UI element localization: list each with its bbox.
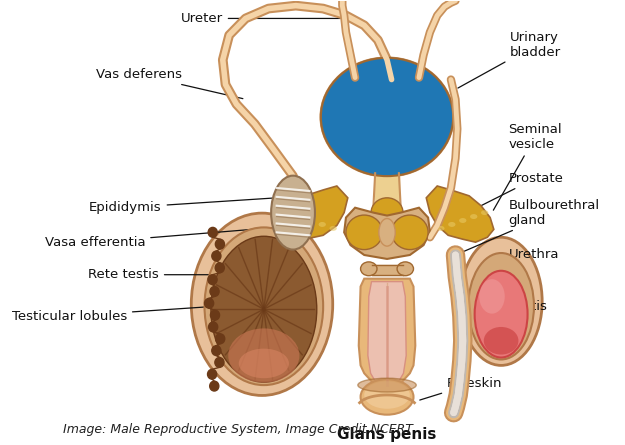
- Ellipse shape: [474, 271, 528, 357]
- Ellipse shape: [361, 379, 414, 415]
- Ellipse shape: [204, 227, 323, 385]
- Ellipse shape: [228, 328, 299, 383]
- Polygon shape: [426, 186, 494, 242]
- Polygon shape: [275, 186, 348, 242]
- Circle shape: [210, 287, 219, 296]
- Ellipse shape: [460, 237, 542, 365]
- Ellipse shape: [397, 262, 414, 276]
- Text: Urethra: Urethra: [464, 248, 559, 324]
- Text: Seminal
vesicle: Seminal vesicle: [493, 123, 562, 210]
- Text: Image: Male Reproductive System, Image Credit NCERT: Image: Male Reproductive System, Image C…: [63, 423, 413, 437]
- Ellipse shape: [334, 70, 439, 164]
- Ellipse shape: [286, 210, 293, 215]
- Ellipse shape: [321, 58, 453, 176]
- Ellipse shape: [392, 215, 428, 250]
- Text: Vasa efferentia: Vasa efferentia: [44, 228, 274, 249]
- Ellipse shape: [479, 279, 505, 314]
- Ellipse shape: [361, 262, 377, 276]
- Text: Prostate: Prostate: [431, 172, 563, 231]
- Ellipse shape: [329, 226, 337, 231]
- Circle shape: [212, 251, 221, 261]
- Ellipse shape: [371, 198, 403, 227]
- Circle shape: [210, 381, 219, 391]
- Ellipse shape: [481, 210, 488, 215]
- Circle shape: [208, 275, 217, 284]
- Polygon shape: [368, 282, 406, 385]
- Ellipse shape: [364, 381, 410, 409]
- Ellipse shape: [358, 378, 416, 392]
- Circle shape: [208, 369, 217, 379]
- Ellipse shape: [468, 253, 534, 360]
- Ellipse shape: [459, 218, 466, 223]
- Ellipse shape: [470, 214, 478, 219]
- Ellipse shape: [484, 327, 519, 355]
- Ellipse shape: [346, 215, 382, 250]
- Circle shape: [209, 322, 217, 332]
- Ellipse shape: [211, 236, 317, 382]
- Ellipse shape: [321, 58, 453, 176]
- Circle shape: [208, 227, 217, 237]
- Circle shape: [216, 334, 225, 344]
- Ellipse shape: [239, 348, 289, 378]
- Circle shape: [215, 263, 224, 273]
- Polygon shape: [359, 279, 416, 387]
- Ellipse shape: [271, 176, 315, 250]
- Ellipse shape: [297, 214, 304, 219]
- Text: Rete testis: Rete testis: [88, 268, 234, 281]
- Text: Bulbourethral
gland: Bulbourethral gland: [458, 198, 599, 254]
- Ellipse shape: [448, 222, 456, 227]
- Text: Epididymis: Epididymis: [89, 198, 274, 214]
- Ellipse shape: [191, 213, 332, 396]
- Ellipse shape: [438, 226, 444, 231]
- Text: Glans penis: Glans penis: [338, 426, 437, 441]
- Text: Ureter: Ureter: [181, 12, 343, 25]
- Polygon shape: [344, 208, 430, 259]
- Text: Testicular lobules: Testicular lobules: [12, 307, 214, 323]
- Circle shape: [216, 239, 224, 249]
- Circle shape: [215, 357, 224, 368]
- Text: Foreskin: Foreskin: [420, 376, 502, 400]
- Text: Testis: Testis: [504, 300, 547, 313]
- Text: Urinary
bladder: Urinary bladder: [458, 31, 561, 88]
- Circle shape: [212, 346, 221, 356]
- Ellipse shape: [379, 218, 395, 246]
- Ellipse shape: [308, 218, 315, 223]
- Text: Vas deferens: Vas deferens: [96, 68, 243, 99]
- Ellipse shape: [319, 222, 326, 227]
- Circle shape: [204, 298, 214, 308]
- Circle shape: [211, 310, 219, 320]
